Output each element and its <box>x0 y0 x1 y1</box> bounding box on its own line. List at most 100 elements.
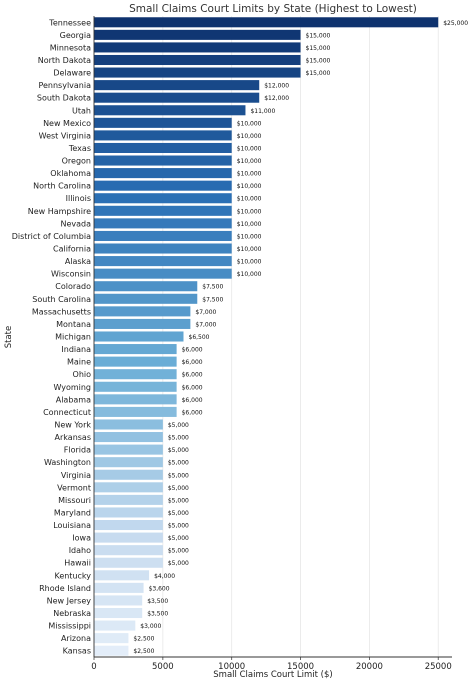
value-label: $10,000 <box>237 133 262 140</box>
bar <box>94 532 163 543</box>
category-label: District of Columbia <box>12 232 91 241</box>
category-label: Ohio <box>73 370 92 379</box>
value-label: $15,000 <box>306 57 331 64</box>
value-label: $6,500 <box>189 334 210 341</box>
bars <box>94 17 439 656</box>
value-label: $12,000 <box>264 95 289 102</box>
y-axis-label: State <box>4 326 14 349</box>
value-label: $5,000 <box>168 422 189 429</box>
x-tick-label: 5000 <box>152 662 174 672</box>
category-label: Iowa <box>72 534 91 543</box>
bar <box>94 444 163 455</box>
value-label: $10,000 <box>237 271 262 278</box>
category-label: Maryland <box>54 508 91 517</box>
chart-title: Small Claims Court Limits by State (High… <box>129 3 417 15</box>
value-label: $5,000 <box>168 447 189 454</box>
value-label: $3,500 <box>147 598 168 605</box>
value-label: $6,000 <box>182 372 203 379</box>
bar <box>94 494 163 505</box>
bar <box>94 331 184 342</box>
category-label: Massachusetts <box>32 307 91 316</box>
bar <box>94 54 301 66</box>
bar <box>94 281 198 292</box>
category-label: Kentucky <box>54 571 91 580</box>
bar <box>94 520 163 531</box>
value-label: $5,000 <box>168 460 189 467</box>
bar <box>94 620 136 631</box>
bar <box>94 230 232 241</box>
value-label: $6,000 <box>182 384 203 391</box>
category-label: Michigan <box>55 333 91 342</box>
bar <box>94 42 301 53</box>
bar <box>94 80 260 91</box>
category-label: Nebraska <box>53 609 91 618</box>
category-label: Delaware <box>53 69 91 78</box>
value-label: $2,500 <box>133 648 154 655</box>
category-labels: Tennessee Georgia Minnesota North Dakota Del… <box>12 18 92 655</box>
value-label: $10,000 <box>237 145 262 152</box>
x-tick-label: 20000 <box>356 662 383 672</box>
value-label: $2,500 <box>133 636 154 643</box>
x-axis-label: Small Claims Court Limit ($) <box>213 670 332 680</box>
category-label: South Carolina <box>32 295 91 304</box>
value-label: $5,000 <box>168 560 189 567</box>
axes <box>93 16 452 660</box>
category-label: Rhode Island <box>39 584 91 593</box>
bar <box>94 142 232 153</box>
value-label: $5,000 <box>168 497 189 504</box>
category-label: California <box>53 245 91 254</box>
bar <box>94 406 177 417</box>
value-label: $10,000 <box>237 221 262 228</box>
x-tick-label: 0 <box>91 662 96 672</box>
bar <box>94 482 163 493</box>
value-label: $10,000 <box>237 259 262 266</box>
bar <box>94 570 150 581</box>
x-tick-labels: 0 5000 10000 15000 20000 25000 <box>91 662 451 672</box>
category-label: Louisiana <box>53 521 91 530</box>
bar <box>94 344 177 355</box>
bar <box>94 381 177 392</box>
bar <box>94 318 191 329</box>
category-label: Virginia <box>61 471 91 480</box>
value-label: $11,000 <box>250 108 275 115</box>
category-label: North Dakota <box>38 56 91 65</box>
value-label: $5,000 <box>168 485 189 492</box>
bar <box>94 205 232 216</box>
bar <box>94 356 177 367</box>
bar <box>94 67 301 78</box>
value-label: $15,000 <box>306 45 331 52</box>
bar <box>94 545 163 556</box>
category-label: Arkansas <box>55 433 91 442</box>
value-label: $15,000 <box>306 32 331 39</box>
value-label: $6,000 <box>182 347 203 354</box>
category-label: Mississippi <box>48 622 91 631</box>
category-label: New York <box>54 420 91 429</box>
value-label: $5,000 <box>168 510 189 517</box>
category-label: Pennsylvania <box>38 81 91 90</box>
value-label: $25,000 <box>443 20 468 27</box>
category-label: West Virginia <box>39 131 91 140</box>
bar <box>94 633 129 644</box>
category-label: New Mexico <box>43 119 91 128</box>
value-label: $5,000 <box>168 535 189 542</box>
bar <box>94 218 232 229</box>
category-label: Colorado <box>55 282 91 291</box>
category-label: Kansas <box>63 647 91 656</box>
value-label: $10,000 <box>237 233 262 240</box>
category-label: Oregon <box>62 157 91 166</box>
value-label: $7,500 <box>202 296 223 303</box>
category-label: Missouri <box>58 496 91 505</box>
value-label: $5,000 <box>168 472 189 479</box>
bar <box>94 117 232 128</box>
value-label: $10,000 <box>237 120 262 127</box>
category-label: Tennessee <box>48 18 91 27</box>
category-label: Wyoming <box>53 383 91 392</box>
bar <box>94 306 191 317</box>
category-label: Indiana <box>61 345 91 354</box>
bar <box>94 369 177 380</box>
value-label: $5,000 <box>168 435 189 442</box>
bar <box>94 469 163 480</box>
category-label: New Jersey <box>47 596 92 605</box>
category-label: Minnesota <box>50 43 91 52</box>
